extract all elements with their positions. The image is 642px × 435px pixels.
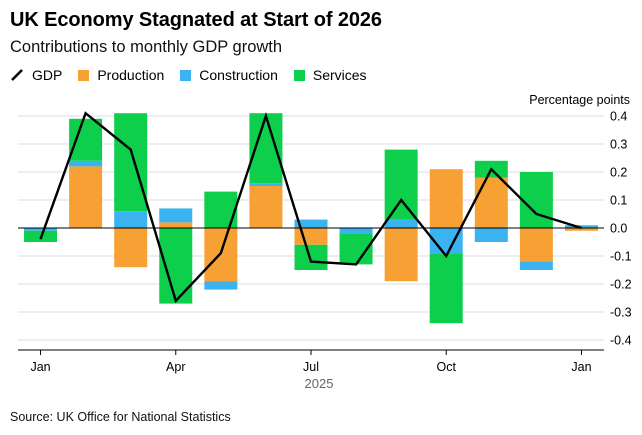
x-tick-label: Jan: [30, 360, 50, 374]
legend-item-construction: Construction: [180, 67, 278, 83]
chart-subtitle: Contributions to monthly GDP growth: [10, 38, 283, 56]
x-tick-label: Apr: [166, 360, 185, 374]
legend-label-production: Production: [97, 67, 165, 83]
x-tick-label: Oct: [437, 360, 457, 374]
bar-construction: [474, 228, 508, 242]
y-axis-unit-label: Percentage points: [529, 93, 630, 107]
y-tick-label: -0.3: [610, 306, 632, 320]
y-tick-label: -0.1: [610, 250, 632, 264]
legend-label-construction: Construction: [199, 67, 278, 83]
bar-production: [114, 228, 148, 268]
bar-production: [474, 177, 508, 228]
bar-production: [249, 186, 283, 228]
bar-production: [384, 228, 418, 282]
y-tick-label: 0.0: [610, 222, 627, 236]
y-tick-label: 0.4: [610, 110, 627, 124]
legend-item-services: Services: [293, 67, 367, 83]
bar-services: [519, 172, 553, 228]
bar-construction: [159, 208, 193, 223]
x-tick-label: Jul: [303, 360, 319, 374]
bar-services: [429, 253, 463, 324]
y-tick-label: -0.4: [610, 334, 632, 348]
bar-services: [114, 113, 148, 212]
construction-swatch-icon: [180, 69, 192, 81]
bar-production: [294, 228, 328, 245]
bar-services: [294, 244, 328, 270]
bar-services: [69, 118, 103, 161]
bar-production: [69, 166, 103, 228]
bar-production: [159, 222, 193, 228]
source-note: Source: UK Office for National Statistic…: [10, 410, 231, 424]
legend-item-gdp: GDP: [10, 67, 62, 83]
bar-construction: [249, 183, 283, 186]
y-tick-label: 0.3: [610, 138, 627, 152]
legend-label-gdp: GDP: [32, 67, 63, 83]
bar-construction: [339, 228, 373, 234]
bar-services: [384, 149, 418, 220]
legend-item-production: Production: [78, 67, 164, 83]
x-year-label: 2025: [305, 376, 334, 391]
gdp-line: [39, 111, 582, 304]
chart-title: UK Economy Stagnated at Start of 2026: [10, 9, 382, 31]
legend: GDP Production Construction Services: [10, 65, 383, 85]
legend-label-services: Services: [312, 67, 367, 83]
bar-construction: [114, 211, 148, 228]
bar-production: [519, 228, 553, 262]
bar-construction: [204, 281, 238, 290]
bar-production: [429, 169, 463, 228]
gdp-line-icon: [11, 69, 23, 81]
bar-production: [564, 228, 598, 231]
bar-construction: [519, 261, 553, 270]
chart-plot: 0.4 0.3 0.2 0.1 0.0 -0.1 -0.2 -0.3 -0.4 Jan Apr Jul…: [18, 110, 632, 391]
services-swatch-icon: [293, 69, 305, 81]
y-tick-label: -0.2: [610, 278, 632, 292]
y-tick-label: 0.1: [610, 194, 627, 208]
x-tick-label: Jan: [571, 360, 591, 374]
bar-construction: [384, 219, 418, 228]
bar-services: [204, 191, 238, 228]
production-swatch-icon: [78, 69, 90, 81]
bar-construction: [24, 228, 58, 231]
bar-construction: [294, 219, 328, 228]
bar-construction: [69, 160, 103, 167]
bar-construction: [564, 225, 598, 228]
y-tick-label: 0.2: [610, 166, 627, 180]
